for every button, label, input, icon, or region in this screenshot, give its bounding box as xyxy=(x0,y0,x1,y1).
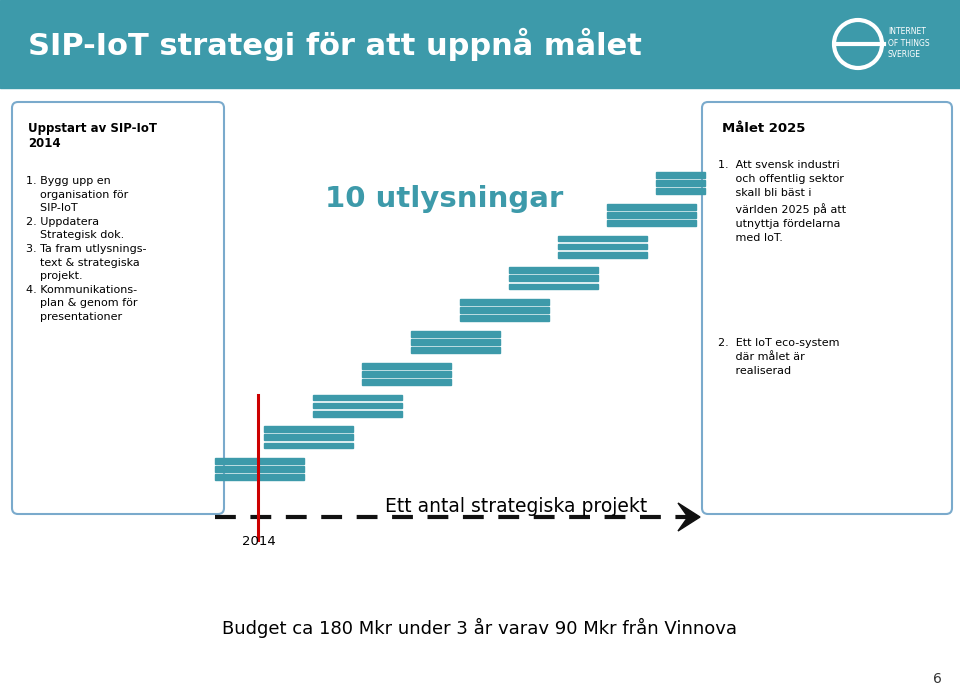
Bar xyxy=(264,427,353,432)
Text: 10 utlysningar: 10 utlysningar xyxy=(325,185,564,213)
Bar xyxy=(656,172,705,177)
Text: 2014: 2014 xyxy=(242,535,276,548)
Bar xyxy=(411,331,500,337)
FancyBboxPatch shape xyxy=(702,102,952,514)
Bar xyxy=(509,276,598,281)
Bar xyxy=(313,411,402,416)
Bar xyxy=(313,403,402,409)
Polygon shape xyxy=(678,503,700,531)
Bar xyxy=(215,466,304,472)
Bar xyxy=(215,474,304,480)
Bar xyxy=(509,283,598,290)
Bar xyxy=(460,299,549,305)
Text: 2.  Ett IoT eco-system
     där målet är
     realiserad: 2. Ett IoT eco-system där målet är reali… xyxy=(718,338,839,376)
Text: Uppstart av SIP-IoT
2014: Uppstart av SIP-IoT 2014 xyxy=(28,122,157,150)
Bar xyxy=(264,443,353,448)
Bar xyxy=(509,267,598,274)
Text: 1. Bygg upp en
    organisation för
    SIP-IoT
2. Uppdatera
    Strategisk dok.: 1. Bygg upp en organisation för SIP-IoT … xyxy=(26,176,147,322)
Bar xyxy=(607,220,696,226)
Bar xyxy=(558,252,647,258)
Text: SIP-IoT strategi för att uppnå målet: SIP-IoT strategi för att uppnå målet xyxy=(28,27,642,61)
FancyBboxPatch shape xyxy=(12,102,224,514)
Text: Målet 2025: Målet 2025 xyxy=(722,122,805,135)
Bar xyxy=(215,458,304,464)
Text: 6: 6 xyxy=(933,672,942,686)
Text: Budget ca 180 Mkr under 3 år varav 90 Mkr från Vinnova: Budget ca 180 Mkr under 3 år varav 90 Mk… xyxy=(223,618,737,638)
Bar xyxy=(607,204,696,209)
Bar xyxy=(460,315,549,321)
Bar xyxy=(607,212,696,218)
Bar xyxy=(656,188,705,194)
Text: Ett antal strategiska projekt: Ett antal strategiska projekt xyxy=(385,497,647,516)
Bar xyxy=(656,180,705,186)
Bar xyxy=(411,347,500,353)
Bar xyxy=(0,0,960,88)
Bar xyxy=(362,363,451,369)
Bar xyxy=(558,244,647,249)
Bar xyxy=(362,379,451,385)
Bar xyxy=(362,371,451,377)
Bar xyxy=(264,434,353,441)
Bar xyxy=(411,339,500,345)
Bar xyxy=(313,395,402,400)
Text: INTERNET
OF THINGS
SVERIGE: INTERNET OF THINGS SVERIGE xyxy=(888,27,929,58)
Bar xyxy=(460,307,549,313)
Bar xyxy=(558,236,647,242)
Text: 1.  Att svensk industri
     och offentlig sektor
     skall bli bäst i
     vär: 1. Att svensk industri och offentlig sek… xyxy=(718,160,846,243)
